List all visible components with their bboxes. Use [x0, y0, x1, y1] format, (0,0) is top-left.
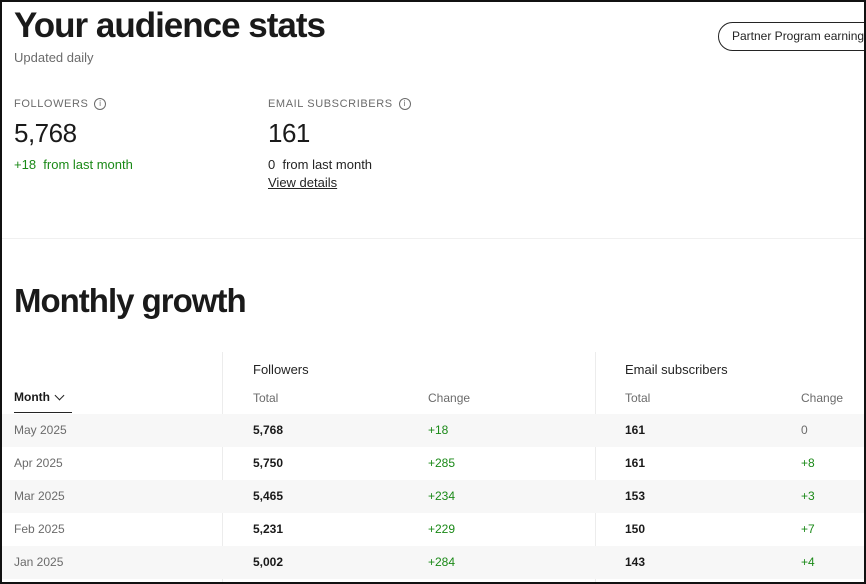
row-month: Jan 2025 [14, 555, 64, 569]
email-group-header: Email subscribers [625, 362, 728, 377]
month-header-label: Month [14, 390, 50, 404]
row-followers-total: 5,231 [253, 522, 284, 536]
email-change-header: Change [801, 391, 844, 405]
row-month: Mar 2025 [14, 489, 65, 503]
row-email-total: 153 [625, 489, 646, 503]
month-sort-header[interactable]: Month [14, 390, 65, 404]
view-details-link[interactable]: View details [268, 175, 338, 190]
followers-change-header: Change [428, 391, 471, 405]
row-followers-total: 5,465 [253, 489, 284, 503]
email-subscribers-stat: EMAIL SUBSCRIBERS i 161 0 from last mont… [268, 98, 411, 192]
month-header-underline [14, 412, 72, 413]
followers-stat: FOLLOWERS i 5,768 +18 from last month [14, 98, 133, 172]
email-total-header: Total [625, 391, 651, 405]
email-subscribers-label: EMAIL SUBSCRIBERS [268, 98, 393, 110]
section-divider [0, 238, 864, 239]
table-row: Apr 2025 5,750 +285 161 +8 [0, 447, 864, 480]
row-followers-change: +284 [428, 555, 456, 569]
row-month: Apr 2025 [14, 456, 63, 470]
followers-label: FOLLOWERS [14, 98, 89, 110]
row-email-change: +7 [801, 522, 815, 536]
row-email-change: +4 [801, 555, 815, 569]
row-followers-total: 5,002 [253, 555, 284, 569]
row-month: May 2025 [14, 423, 67, 437]
row-followers-total: 5,768 [253, 423, 284, 437]
row-followers-change: +234 [428, 489, 456, 503]
page-subtitle: Updated daily [14, 50, 94, 65]
table-row: Feb 2025 5,231 +229 150 +7 [0, 513, 864, 546]
row-month: Feb 2025 [14, 522, 65, 536]
row-email-change: +8 [801, 456, 815, 470]
table-row: Jan 2025 5,002 +284 143 +4 [0, 546, 864, 579]
row-followers-change: +229 [428, 522, 456, 536]
row-email-change: 0 [801, 423, 808, 437]
followers-value: 5,768 [14, 118, 77, 148]
page-title: Your audience stats [14, 6, 326, 45]
column-divider [595, 352, 596, 584]
row-email-total: 150 [625, 522, 646, 536]
partner-program-earnings-button[interactable]: Partner Program earnings [718, 22, 866, 51]
table-row: Mar 2025 5,465 +234 153 +3 [0, 480, 864, 513]
column-divider [222, 352, 223, 584]
followers-group-header: Followers [253, 362, 309, 377]
row-email-change: +3 [801, 489, 815, 503]
row-followers-change: +285 [428, 456, 456, 470]
table-row: May 2025 5,768 +18 161 0 [0, 414, 864, 447]
row-email-total: 161 [625, 456, 646, 470]
followers-total-header: Total [253, 391, 279, 405]
email-subscribers-change: 0 from last month [268, 157, 373, 172]
email-subscribers-value: 161 [268, 118, 310, 148]
email-info-icon[interactable]: i [398, 98, 411, 110]
row-email-total: 143 [625, 555, 646, 569]
monthly-growth-title: Monthly growth [14, 282, 247, 319]
row-followers-total: 5,750 [253, 456, 284, 470]
row-followers-change: +18 [428, 423, 449, 437]
chevron-down-icon [54, 390, 65, 400]
followers-change: +18 from last month [14, 157, 133, 172]
followers-info-icon[interactable]: i [94, 98, 107, 110]
row-email-total: 161 [625, 423, 646, 437]
